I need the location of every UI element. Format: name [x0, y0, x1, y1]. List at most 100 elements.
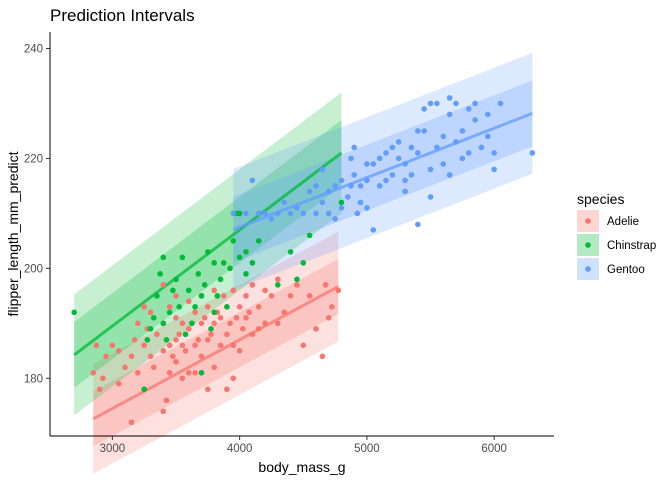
gentoo-point [351, 172, 357, 178]
adelie-point [192, 342, 198, 349]
adelie-point [179, 375, 186, 382]
adelie-point [173, 293, 179, 299]
gentoo-point [249, 177, 256, 184]
chinstrap-point [71, 309, 77, 316]
gentoo-point [459, 155, 466, 162]
chinstrap-point [230, 238, 237, 244]
adelie-point [198, 320, 205, 327]
chart-title: Prediction Intervals [50, 6, 195, 25]
gentoo-point [453, 139, 459, 145]
adelie-point [201, 315, 208, 321]
adelie-point [93, 342, 100, 349]
gentoo-point [376, 155, 383, 162]
gentoo-point [338, 177, 345, 184]
gentoo-point [491, 166, 497, 173]
adelie-point [319, 353, 326, 360]
adelie-point [313, 326, 319, 332]
legend: species Adelie Chinstrap Gentoo [577, 191, 656, 280]
gentoo-point [364, 205, 370, 211]
gentoo-point [243, 210, 249, 217]
adelie-point [240, 326, 246, 332]
chinstrap-point [217, 276, 224, 283]
gentoo-point [357, 183, 364, 189]
chinstrap-point [160, 320, 167, 327]
gentoo-point [421, 128, 427, 134]
adelie-point [236, 304, 243, 310]
adelie-point [211, 287, 217, 294]
x-axis-ticks: 3000 4000 5000 6000 [100, 436, 507, 455]
adelie-point [96, 386, 103, 393]
chinstrap-point [275, 282, 281, 288]
chinstrap-point [294, 276, 300, 283]
gentoo-point [427, 100, 434, 107]
adelie-point [195, 337, 202, 343]
gentoo-point [465, 150, 472, 156]
chinstrap-point [249, 260, 256, 266]
chinstrap-point [243, 271, 249, 277]
chinstrap-point [198, 293, 205, 299]
gentoo-point [440, 161, 447, 167]
chinstrap-point [170, 287, 176, 294]
chinstrap-point [182, 331, 189, 338]
gentoo-point [529, 150, 536, 156]
adelie-point [300, 342, 307, 349]
adelie-point [322, 282, 329, 288]
gentoo-point [332, 216, 338, 222]
x-tick-label: 5000 [354, 443, 380, 455]
chinstrap-point [185, 287, 192, 294]
y-tick-label: 220 [24, 153, 43, 165]
adelie-point [90, 369, 97, 376]
chinstrap-point [211, 309, 217, 316]
gentoo-point [313, 183, 319, 189]
legend-label-gentoo: Gentoo [607, 264, 645, 276]
chinstrap-point [147, 326, 154, 332]
adelie-point [185, 298, 192, 305]
gentoo-point [300, 210, 307, 217]
adelie-point [160, 282, 167, 288]
chinstrap-point [205, 249, 211, 255]
adelie-point [141, 342, 147, 349]
x-tick-label: 3000 [100, 443, 126, 455]
adelie-point [147, 353, 154, 360]
gentoo-point [230, 210, 237, 217]
adelie-point [220, 293, 227, 299]
adelie-point [176, 331, 182, 338]
adelie-point [281, 309, 287, 316]
y-tick-label: 200 [24, 263, 43, 275]
adelie-point [179, 320, 186, 327]
gentoo-point [281, 199, 287, 206]
adelie-point [255, 326, 262, 332]
adelie-point [275, 276, 281, 283]
adelie-point [166, 304, 173, 310]
adelie-point [287, 293, 294, 299]
gentoo-point [485, 133, 491, 140]
chinstrap-point [211, 260, 217, 266]
gentoo-point [395, 139, 402, 145]
gentoo-point [351, 144, 357, 151]
adelie-point [236, 348, 243, 354]
adelie-point [230, 342, 237, 349]
chinstrap-point [192, 304, 198, 310]
y-tick-label: 240 [24, 43, 43, 55]
gentoo-point [383, 150, 389, 156]
gentoo-point [364, 177, 370, 184]
adelie-point [160, 408, 167, 415]
adelie-point [128, 353, 135, 360]
adelie-point [182, 348, 189, 354]
adelie-point [268, 293, 275, 299]
y-tick-label: 180 [24, 373, 43, 385]
gentoo-point [427, 194, 434, 200]
data-points [71, 95, 536, 426]
chinstrap-point [144, 337, 151, 343]
adelie-point [103, 353, 109, 360]
gentoo-point [389, 144, 396, 151]
adelie-point [115, 380, 122, 387]
adelie-point [205, 337, 211, 343]
adelie-point [173, 315, 179, 321]
adelie-point [128, 419, 135, 426]
gentoo-point [313, 210, 319, 217]
gentoo-point [319, 199, 326, 206]
chinstrap-point [195, 271, 202, 277]
adelie-point [227, 320, 233, 327]
chinstrap-point [176, 304, 182, 310]
